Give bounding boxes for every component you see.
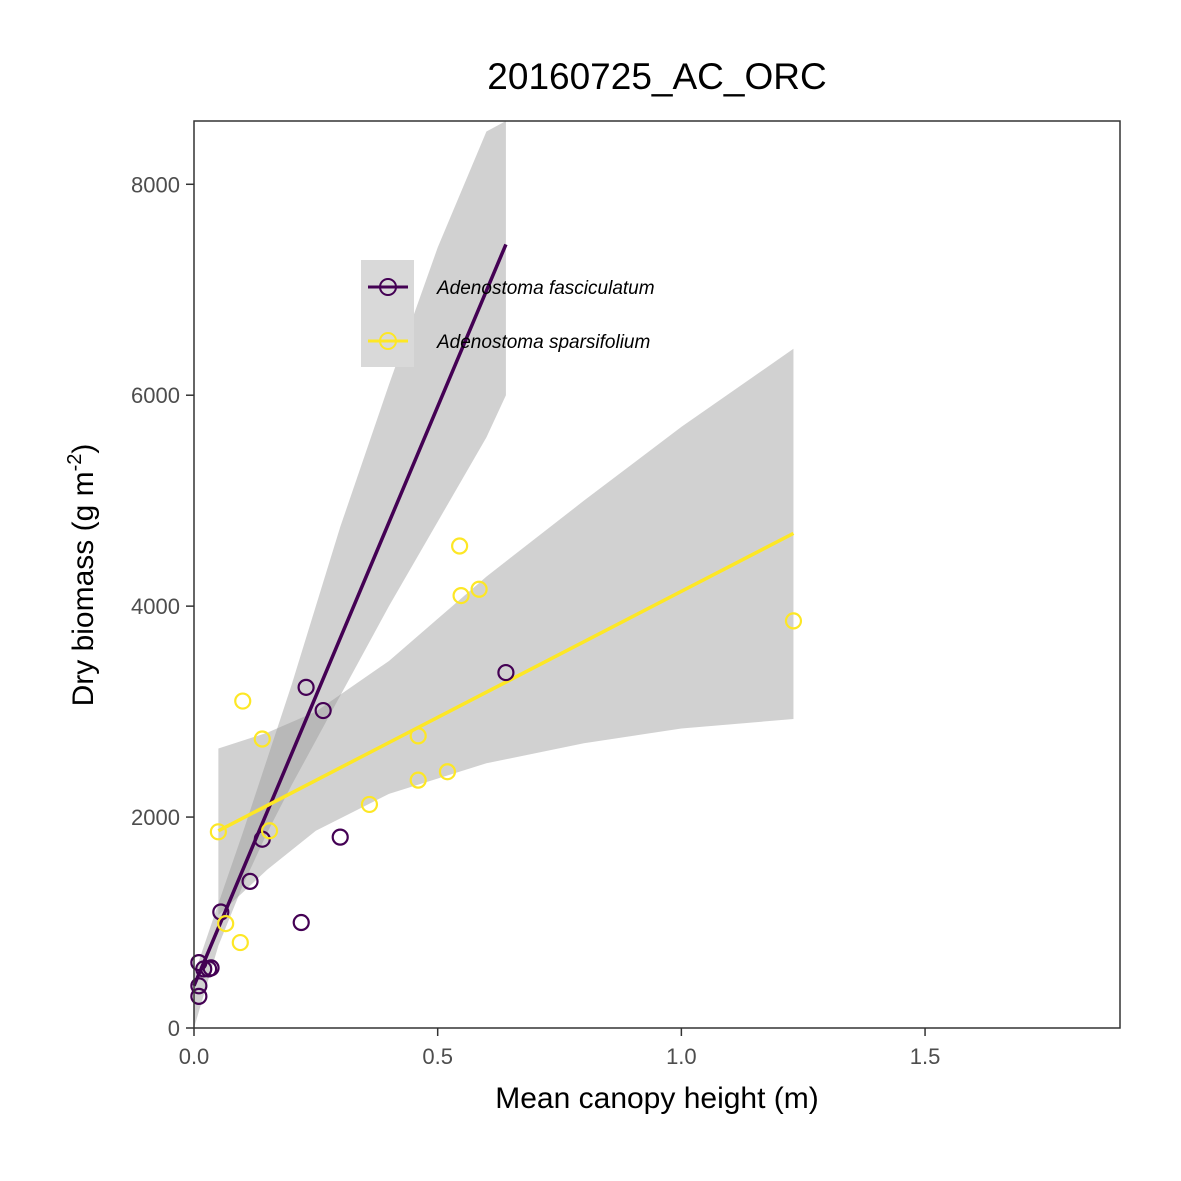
y-axis: 0 2000 4000 6000 8000 <box>131 172 194 1041</box>
data-point-1-2 <box>190 987 208 1005</box>
x-tick-label: 0.0 <box>179 1044 210 1069</box>
legend-key-point-sparsifolium <box>379 332 397 350</box>
fit-line-2 <box>217 531 795 833</box>
data-point-1-4 <box>195 960 213 978</box>
legend-key-point-fasciculatum <box>379 278 397 296</box>
legend-key-background <box>361 260 414 367</box>
fit-lines <box>192 243 795 987</box>
legend-label-sparsifolium: Adenostoma sparsifolium <box>436 332 650 353</box>
data-point-1-12 <box>314 701 332 720</box>
fit-line-1 <box>192 243 508 987</box>
plot-panel-border <box>193 120 1121 1029</box>
y-tick-label: 2000 <box>131 805 180 830</box>
y-tick-label: 6000 <box>131 383 180 408</box>
data-point-2-3 <box>231 933 249 952</box>
data-point-2-11 <box>451 537 469 555</box>
legend-label-fasciculatum: Adenostoma fasciculatum <box>436 278 655 299</box>
data-point-2-9 <box>409 727 427 745</box>
data-point-1-3 <box>190 977 208 995</box>
data-point-1-7 <box>212 903 230 921</box>
data-point-2-10 <box>438 763 457 781</box>
x-tick-label: 0.5 <box>422 1044 453 1069</box>
x-tick-label: 1.5 <box>910 1044 941 1069</box>
data-point-2-4 <box>234 692 252 710</box>
data-point-1-13 <box>331 828 349 846</box>
data-point-1-10 <box>292 913 310 932</box>
data-point-2-12 <box>452 586 470 605</box>
chart-title: 20160725_AC_ORC <box>487 56 826 97</box>
data-point-2-6 <box>260 822 279 840</box>
data-point-1-11 <box>297 678 315 696</box>
x-axis-title: Mean canopy height (m) <box>495 1082 819 1115</box>
y-axis-title-end: ) <box>67 444 100 454</box>
x-tick-label: 1.0 <box>666 1044 697 1069</box>
y-axis-title: Dry biomass (g m-2) <box>64 444 100 707</box>
data-points <box>190 537 803 1005</box>
data-point-2-2 <box>217 914 235 933</box>
confidence-band-2 <box>218 348 794 916</box>
data-point-2-5 <box>253 730 271 748</box>
legend: Adenostoma fasciculatum Adenostoma spars… <box>361 260 655 367</box>
data-point-2-14 <box>784 612 803 630</box>
data-point-2-7 <box>360 795 379 814</box>
data-point-1-14 <box>497 663 515 682</box>
data-point-2-1 <box>209 823 227 841</box>
data-point-2-13 <box>470 580 488 598</box>
y-tick-label: 0 <box>168 1016 180 1041</box>
data-point-2-8 <box>409 771 427 789</box>
y-axis-title-superscript: -2 <box>64 454 86 472</box>
x-axis: 0.0 0.5 1.0 1.5 <box>179 1028 941 1069</box>
data-point-1-6 <box>202 959 220 977</box>
y-tick-label: 8000 <box>131 172 180 197</box>
y-tick-label: 4000 <box>131 594 180 619</box>
y-axis-title-main: Dry biomass (g m <box>67 471 100 706</box>
data-point-1-8 <box>241 872 259 891</box>
